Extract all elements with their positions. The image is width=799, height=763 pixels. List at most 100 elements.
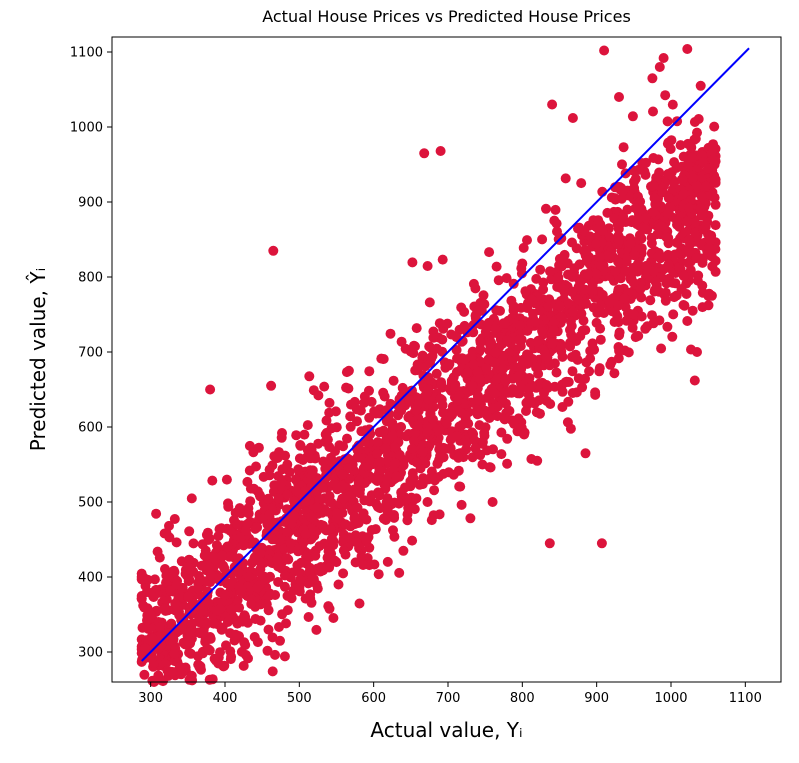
data-point xyxy=(516,302,526,313)
data-point xyxy=(417,350,428,361)
data-point xyxy=(647,73,658,84)
data-point xyxy=(484,247,495,258)
data-point xyxy=(412,420,423,431)
data-point xyxy=(184,627,195,638)
data-point xyxy=(498,350,509,361)
data-point xyxy=(280,450,291,461)
data-point xyxy=(551,367,562,378)
data-point xyxy=(474,408,485,419)
data-point xyxy=(359,397,370,408)
data-point xyxy=(361,534,372,545)
data-point xyxy=(161,570,172,581)
data-point xyxy=(537,326,548,336)
data-point xyxy=(490,323,501,334)
data-point xyxy=(370,408,381,419)
data-point xyxy=(545,399,556,409)
data-point xyxy=(570,349,581,360)
data-point xyxy=(187,618,198,629)
data-point xyxy=(586,285,597,296)
data-point xyxy=(273,493,284,504)
data-point xyxy=(461,438,472,448)
data-point xyxy=(152,546,163,557)
data-point xyxy=(581,255,592,266)
data-point xyxy=(502,458,513,469)
data-point xyxy=(682,316,693,326)
data-point xyxy=(409,436,419,447)
data-point xyxy=(366,396,377,407)
data-point xyxy=(452,353,462,364)
data-point xyxy=(617,186,628,197)
data-point xyxy=(532,455,543,466)
data-point xyxy=(468,278,479,289)
data-point xyxy=(453,465,464,476)
x-axis-ticks: 300 400 500 600 700 800 900 1000 1100 xyxy=(138,682,762,706)
data-point xyxy=(211,540,222,551)
data-point xyxy=(527,294,538,305)
data-point xyxy=(613,353,624,364)
data-point xyxy=(567,331,578,342)
data-point xyxy=(297,455,308,465)
data-point xyxy=(239,637,250,648)
x-tick-label: 600 xyxy=(361,691,386,706)
data-point xyxy=(581,298,592,309)
data-point xyxy=(159,604,170,615)
data-point xyxy=(218,560,229,571)
data-point xyxy=(270,590,281,600)
data-point xyxy=(226,604,237,615)
data-point xyxy=(551,218,562,229)
data-point xyxy=(221,474,232,485)
data-point xyxy=(291,430,302,441)
data-point xyxy=(567,388,578,398)
data-point xyxy=(354,475,365,486)
data-point xyxy=(318,456,329,467)
data-point xyxy=(477,437,488,447)
data-point xyxy=(704,235,715,246)
data-point xyxy=(533,368,544,379)
data-point xyxy=(246,599,257,609)
data-point xyxy=(222,617,233,627)
x-tick-label: 800 xyxy=(510,691,535,706)
data-point xyxy=(627,111,638,122)
data-point xyxy=(198,627,209,638)
data-point xyxy=(565,341,576,352)
data-point xyxy=(520,286,531,297)
data-point xyxy=(171,537,182,548)
data-point xyxy=(346,491,357,502)
data-point xyxy=(263,624,274,635)
data-point xyxy=(180,639,191,650)
data-point xyxy=(312,583,323,594)
data-point xyxy=(614,92,624,102)
data-point xyxy=(610,266,621,277)
data-point xyxy=(565,316,576,327)
data-point xyxy=(501,273,512,284)
data-point xyxy=(605,359,616,370)
data-point xyxy=(457,419,468,430)
data-point xyxy=(165,585,176,596)
data-point xyxy=(468,359,479,370)
data-point xyxy=(550,204,561,215)
data-point xyxy=(243,508,254,519)
data-point xyxy=(307,467,318,478)
data-point xyxy=(442,318,453,329)
data-point xyxy=(538,284,549,295)
data-point xyxy=(518,242,529,253)
data-point xyxy=(385,328,396,339)
data-point xyxy=(593,215,604,226)
data-point xyxy=(184,526,195,537)
data-point xyxy=(435,146,446,156)
data-point xyxy=(672,216,682,227)
data-point xyxy=(267,666,278,677)
data-point xyxy=(560,173,571,184)
data-point xyxy=(186,493,197,504)
data-point xyxy=(509,385,520,396)
data-point xyxy=(379,391,390,402)
data-point xyxy=(255,548,266,559)
data-point xyxy=(484,462,495,473)
data-point xyxy=(225,525,236,536)
data-point xyxy=(522,397,533,408)
data-point xyxy=(331,422,342,433)
data-point xyxy=(431,368,442,379)
data-point xyxy=(407,443,417,454)
data-point xyxy=(695,80,706,91)
data-point xyxy=(686,142,697,153)
